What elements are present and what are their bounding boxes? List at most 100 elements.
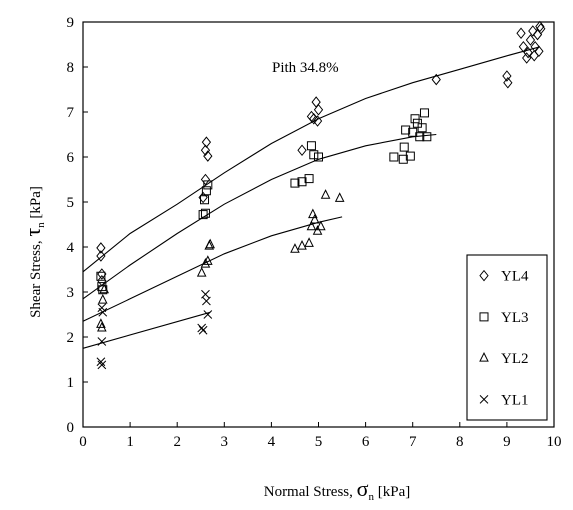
point-yl3: [201, 186, 211, 196]
point-yl4: [522, 52, 532, 64]
legend-item-yl1: YL1: [479, 392, 529, 408]
point-yl2: [290, 243, 300, 253]
x-axis-label-main: Normal Stress,: [264, 484, 357, 500]
point-yl1: [197, 323, 207, 333]
point-yl2: [304, 237, 314, 247]
x-tick-label: 10: [547, 434, 562, 450]
y-axis-label-symbol: τ: [20, 228, 45, 237]
legend-label-yl1: YL1: [501, 392, 529, 408]
trend-line-yl2: [82, 216, 343, 322]
point-yl4: [431, 73, 441, 86]
point-yl2: [334, 192, 345, 202]
point-yl3: [297, 177, 307, 187]
x-tick-label: 3: [221, 434, 229, 450]
point-yl3: [398, 154, 408, 164]
point-yl4: [200, 144, 211, 157]
x-axis-label-unit: [kPa]: [374, 484, 410, 500]
x-tick-label: 7: [409, 434, 417, 450]
point-yl3: [401, 125, 411, 135]
legend-marker-yl3: [479, 312, 489, 322]
point-yl4: [200, 173, 211, 186]
point-yl1: [97, 337, 107, 346]
legend: YL4 YL3 YL2 YL1: [466, 254, 548, 421]
point-yl3: [96, 271, 106, 281]
point-yl2: [297, 239, 307, 250]
point-yl4: [535, 20, 545, 33]
y-tick-label: 3: [67, 285, 75, 301]
point-yl4: [96, 242, 106, 254]
legend-item-yl2: YL2: [479, 351, 529, 367]
point-yl4: [534, 45, 544, 58]
point-yl1: [202, 296, 211, 306]
legend-label-yl3: YL3: [501, 310, 529, 326]
x-tick-label: 9: [503, 434, 511, 450]
point-yl3: [200, 195, 210, 205]
y-tick-label: 5: [67, 195, 75, 211]
point-yl3: [399, 142, 409, 152]
y-tick-label: 7: [67, 105, 75, 121]
point-yl2: [196, 266, 207, 277]
legend-box: [466, 254, 548, 421]
point-yl2: [97, 293, 108, 304]
point-yl3: [203, 180, 213, 190]
point-yl4: [96, 250, 106, 262]
y-axis-label-sub: n: [35, 222, 47, 228]
x-axis-label-symbol: σ: [357, 476, 369, 501]
point-yl1: [96, 357, 106, 367]
point-yl2: [316, 220, 326, 231]
legend-label-yl2: YL2: [501, 351, 529, 367]
point-yl1: [97, 303, 107, 313]
point-yl2: [306, 220, 317, 231]
x-tick-label: 0: [79, 434, 87, 450]
point-yl2: [308, 208, 318, 219]
x-tick-label: 2: [173, 434, 181, 450]
trend-line-yl3: [82, 133, 437, 300]
annotation-text: Pith 34.8%: [272, 60, 339, 76]
trend-line-yl4: [82, 46, 541, 273]
point-yl2: [320, 189, 331, 199]
point-yl1: [203, 310, 213, 319]
legend-item-yl3: YL3: [479, 310, 529, 326]
trend-line-yl1: [82, 311, 211, 349]
x-axis-label-sub: n: [369, 491, 375, 503]
point-yl2: [97, 321, 107, 332]
point-yl3: [419, 108, 429, 118]
legend-marker-yl1: [479, 395, 489, 404]
point-yl4: [518, 40, 529, 53]
y-tick-label: 4: [67, 240, 75, 256]
legend-marker-yl2: [479, 352, 489, 362]
y-axis-label-main: Shear Stress,: [28, 237, 44, 318]
x-tick-label: 4: [268, 434, 276, 450]
point-yl3: [422, 132, 432, 142]
point-yl2: [205, 238, 215, 249]
point-yl3: [309, 150, 319, 160]
point-yl3: [405, 151, 415, 161]
y-tick-label: 6: [67, 150, 75, 166]
point-yl3: [200, 208, 210, 218]
point-yl2: [200, 257, 211, 268]
legend-item-yl4: YL4: [479, 269, 529, 285]
point-yl2: [309, 213, 320, 224]
point-yl4: [503, 76, 513, 89]
point-yl3: [290, 178, 300, 188]
x-tick-label: 5: [315, 434, 323, 450]
point-yl3: [415, 132, 425, 142]
point-yl3: [198, 210, 208, 220]
point-yl4: [502, 70, 512, 82]
point-yl1: [198, 325, 208, 335]
point-yl2: [96, 318, 106, 328]
point-yl4: [516, 27, 526, 40]
point-yl1: [97, 360, 107, 370]
point-yl4: [525, 34, 536, 46]
point-yl2: [203, 255, 213, 265]
point-yl4: [536, 22, 546, 35]
y-tick-label: 1: [67, 375, 75, 391]
point-yl2: [99, 283, 110, 294]
axis-ticks: 0 1 2 3 4 5 6 7 8 9 10 0 1 2 3 4 5 6 7 8 9: [67, 15, 562, 450]
y-tick-label: 8: [67, 60, 75, 76]
point-yl4: [312, 115, 323, 127]
x-tick-label: 6: [362, 434, 370, 450]
point-yl3: [97, 282, 107, 292]
point-yl4: [203, 150, 213, 162]
